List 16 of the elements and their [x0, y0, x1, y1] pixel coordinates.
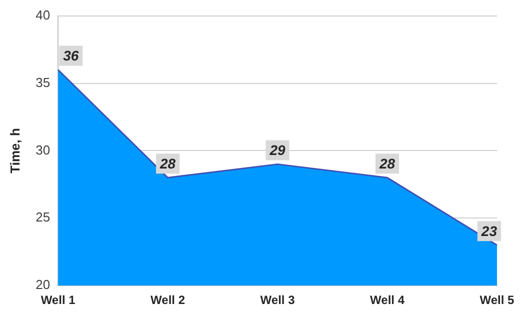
y-tick-label: 20	[36, 277, 50, 292]
y-tick-label: 30	[36, 142, 50, 158]
data-label: 29	[268, 142, 286, 158]
x-tick-label: Well 5	[480, 293, 515, 308]
data-label: 28	[159, 156, 176, 172]
x-tick-label: Well 2	[150, 293, 186, 308]
data-label: 36	[63, 48, 79, 64]
y-tick-label: 35	[36, 74, 50, 90]
y-tick-label: 25	[36, 210, 50, 225]
data-label: 23	[480, 222, 498, 239]
x-tick-label: Well 4	[370, 293, 405, 308]
x-tick-label: Well 3	[260, 293, 296, 308]
y-axis-title: Time, h	[7, 128, 22, 174]
data-label: 28	[378, 156, 396, 172]
y-tick-label: 40	[36, 7, 50, 22]
x-tick-label: Well 1	[40, 293, 76, 308]
